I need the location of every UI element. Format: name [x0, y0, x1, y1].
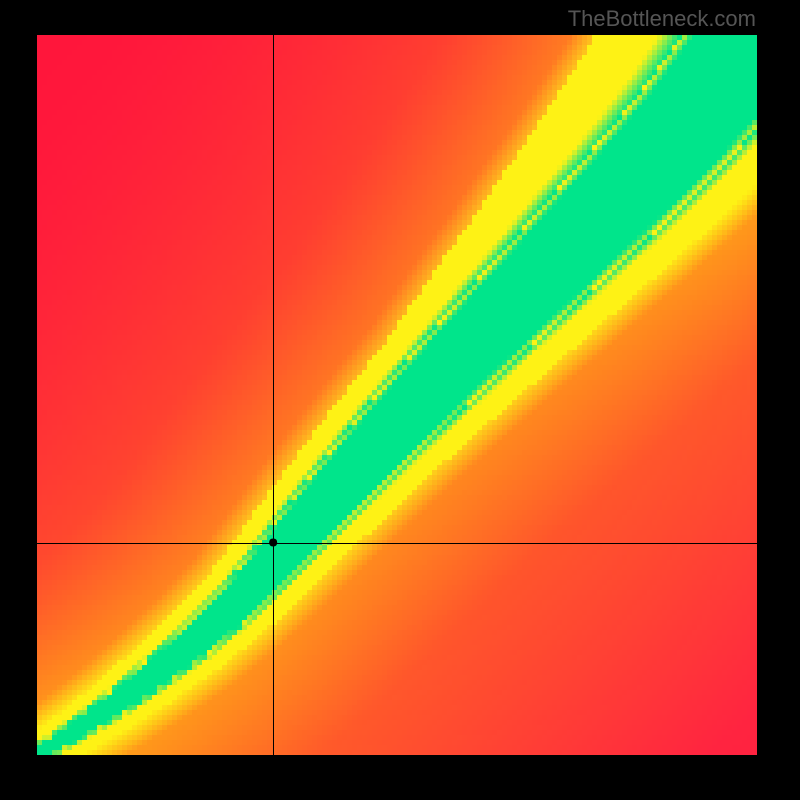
image-root: TheBottleneck.com	[0, 0, 800, 800]
bottleneck-heatmap-chart	[37, 35, 757, 755]
watermark-text: TheBottleneck.com	[568, 6, 756, 32]
